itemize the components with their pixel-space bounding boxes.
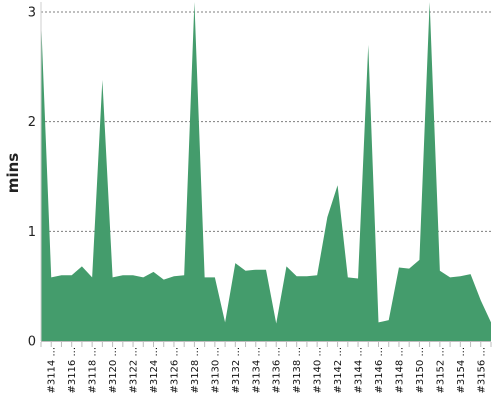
x-tick-label: #3148 ... (394, 347, 405, 394)
area-fill (41, 2, 491, 341)
x-tick-label: #3128 ... (190, 347, 201, 394)
gridlines (41, 11, 491, 232)
x-tick-label: #3140 ... (313, 347, 324, 394)
x-tick-label: #3118 ... (88, 347, 99, 394)
x-tick-label: #3138 ... (292, 347, 303, 394)
x-tick-label: #3142 ... (333, 347, 344, 394)
y-axis: 0 1 2 3 (28, 2, 42, 350)
x-tick-label: #3132 ... (231, 347, 242, 394)
y-axis-label: mins (4, 153, 22, 193)
x-tick-label: #3154 ... (456, 347, 467, 394)
x-tick-label: #3144 ... (354, 347, 365, 394)
x-tick-label: #3114 ... (47, 347, 58, 394)
x-tick-label: #3146 ... (374, 347, 385, 394)
x-tick-label: #3130 ... (210, 347, 221, 394)
x-tick-label: #3120 ... (108, 347, 119, 394)
y-tick-label: 1 (28, 225, 36, 240)
x-tick-label: #3136 ... (272, 347, 283, 394)
y-tick-label: 2 (28, 115, 36, 130)
x-tick-label: #3134 ... (251, 347, 262, 394)
area-series (41, 2, 491, 341)
x-tick-label: #3152 ... (435, 347, 446, 394)
x-tick-label: #3122 ... (129, 347, 140, 394)
x-tick-label: #3126 ... (169, 347, 180, 394)
x-tick-label: #3150 ... (415, 347, 426, 394)
x-axis: #3114 ... #3116 ... #3118 ... #3120 ... #312… (40, 341, 492, 394)
x-tick-label: #3124 ... (149, 347, 160, 394)
y-tick-label: 3 (28, 6, 36, 21)
x-tick-label: #3156 ... (476, 347, 487, 394)
x-tick-label: #3116 ... (67, 347, 78, 394)
y-tick-label: 0 (28, 335, 36, 350)
